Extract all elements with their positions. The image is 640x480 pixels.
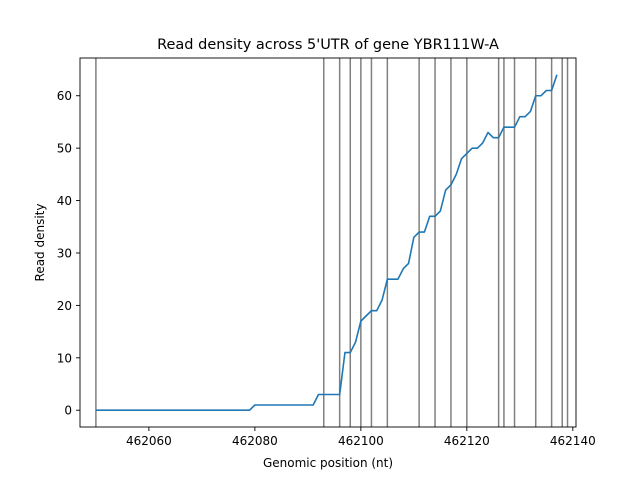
x-axis-label: Genomic position (nt): [263, 456, 393, 470]
y-axis-label: Read density: [33, 204, 47, 282]
y-tick-label-2: 20: [57, 299, 72, 313]
x-tick-label-1: 462080: [232, 434, 278, 448]
y-tick-label-5: 50: [57, 142, 72, 156]
series-line-0: [95, 74, 558, 412]
plot-frame: [79, 57, 577, 428]
vertical-markers: [95, 58, 569, 427]
y-tick-label-3: 30: [57, 246, 72, 260]
series-layer: [95, 74, 558, 412]
x-tick-label-4: 462140: [550, 434, 596, 448]
y-tick-label-4: 40: [57, 194, 72, 208]
y-tick-label-6: 60: [57, 89, 72, 103]
y-tick-label-1: 10: [57, 351, 72, 365]
chart-title: Read density across 5'UTR of gene YBR111…: [157, 37, 499, 53]
x-axis-ticks: 462060 462080 462100 462120 462140: [126, 427, 596, 448]
y-axis-ticks: 0 10 20 30 40 50 60: [57, 89, 80, 418]
x-tick-label-2: 462100: [338, 434, 384, 448]
y-tick-label-0: 0: [64, 404, 72, 418]
x-tick-label-0: 462060: [126, 434, 172, 448]
x-tick-label-3: 462120: [444, 434, 490, 448]
